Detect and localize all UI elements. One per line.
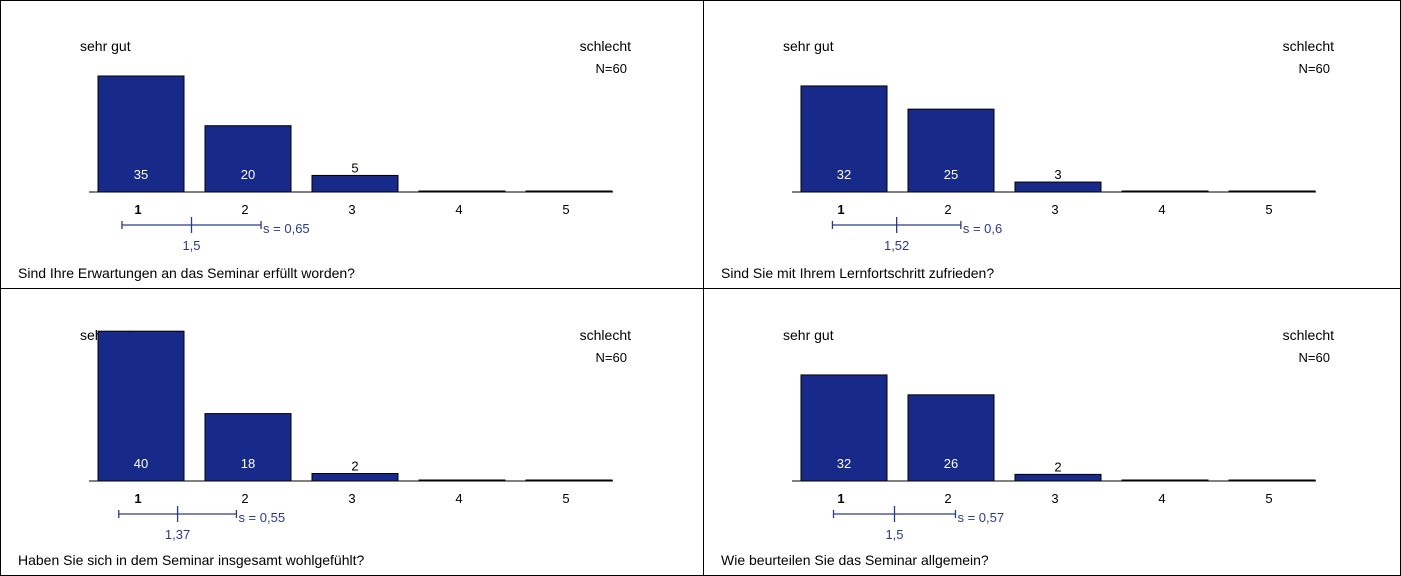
n-label-4: N=60: [1299, 350, 1330, 365]
bar-value-label-4-2: 26: [944, 456, 958, 471]
question-title-4: Wie beurteilen Sie das Seminar allgemein…: [721, 552, 989, 568]
bar-4-2: [907, 394, 995, 482]
bar-2-4: [1121, 190, 1209, 193]
label-right-4: schlecht: [1283, 327, 1334, 343]
x-tick-label-3-4: 4: [455, 491, 462, 506]
bar-value-label-1-2: 20: [241, 167, 255, 182]
bar-1-5: [525, 190, 613, 193]
x-tick-label-1-2: 2: [241, 202, 248, 217]
x-tick-label-4-1: 1: [837, 491, 844, 506]
bar-value-label-2-2: 25: [944, 167, 958, 182]
bar-value-label-3-2: 18: [241, 456, 255, 471]
chart-panel-2: sehr gut schlecht N=60 32 1 25 2 3 3 4 5 s = 0,6 1,5…: [704, 1, 1400, 289]
sd-label-2: s = 0,6: [963, 221, 1002, 236]
x-tick-label-2-2: 2: [944, 202, 951, 217]
label-left-2: sehr gut: [783, 38, 834, 54]
label-left-1: sehr gut: [80, 38, 131, 54]
mean-label-1: 1,5: [182, 238, 200, 253]
x-tick-label-1-4: 4: [455, 202, 462, 217]
x-tick-label-3-2: 2: [241, 491, 248, 506]
chart-svg-4: sehr gut schlecht N=60 32 1 26 2 2 3 4 5 s = 0,57 1,…: [721, 327, 1334, 568]
x-tick-label-2-5: 5: [1265, 202, 1272, 217]
bar-value-label-3-3: 2: [351, 459, 358, 474]
bar-4-5: [1228, 479, 1316, 482]
label-right-1: schlecht: [580, 38, 631, 54]
bar-1-1: [97, 75, 185, 193]
chart-svg-2: sehr gut schlecht N=60 32 1 25 2 3 3 4 5 s = 0,6 1,5…: [721, 38, 1334, 281]
bar-2-3: [1014, 181, 1102, 193]
bar-value-label-2-3: 3: [1054, 167, 1061, 182]
question-title-2: Sind Sie mit Ihrem Lernfortschritt zufri…: [721, 265, 994, 281]
bar-4-1: [800, 374, 888, 482]
bar-3-3: [311, 473, 399, 482]
n-label-3: N=60: [596, 350, 627, 365]
x-tick-label-3-1: 1: [134, 491, 141, 506]
label-right-2: schlecht: [1283, 38, 1334, 54]
bar-4-3: [1014, 473, 1102, 482]
bar-2-2: [907, 108, 995, 193]
bar-1-4: [418, 190, 506, 193]
label-right-3: schlecht: [580, 327, 631, 343]
x-tick-label-1-3: 3: [348, 202, 355, 217]
x-tick-label-3-5: 5: [562, 491, 569, 506]
n-label-2: N=60: [1299, 61, 1330, 76]
mean-label-2: 1,52: [884, 238, 909, 253]
x-tick-label-4-3: 3: [1051, 491, 1058, 506]
mean-label-3: 1,37: [165, 527, 190, 542]
x-tick-label-4-5: 5: [1265, 491, 1272, 506]
bar-1-2: [204, 125, 292, 193]
bar-3-5: [525, 479, 613, 482]
chart-panel-4: sehr gut schlecht N=60 32 1 26 2 2 3 4 5 s = 0,57 1,…: [704, 289, 1400, 575]
x-tick-label-2-4: 4: [1158, 202, 1165, 217]
mean-label-4: 1,5: [885, 527, 903, 542]
bar-value-label-4-3: 2: [1054, 459, 1061, 474]
bar-3-1: [97, 330, 185, 482]
n-label-1: N=60: [596, 61, 627, 76]
chart-panel-1: sehr gut schlecht N=60 35 1 20 2 5 3 4 5 s = 0,65 1,…: [1, 1, 704, 289]
question-title-1: Sind Ihre Erwartungen an das Seminar erf…: [18, 265, 355, 281]
x-tick-label-1-1: 1: [134, 202, 141, 217]
bar-value-label-3-1: 40: [134, 456, 148, 471]
sd-label-3: s = 0,55: [238, 510, 285, 525]
x-tick-label-4-2: 2: [944, 491, 951, 506]
sd-label-4: s = 0,57: [957, 510, 1004, 525]
bar-value-label-4-1: 32: [837, 456, 851, 471]
x-tick-label-3-3: 3: [348, 491, 355, 506]
bar-3-2: [204, 413, 292, 482]
label-left-4: sehr gut: [783, 327, 834, 343]
bar-2-1: [800, 85, 888, 193]
x-tick-label-1-5: 5: [562, 202, 569, 217]
x-tick-label-2-1: 1: [837, 202, 844, 217]
x-tick-label-2-3: 3: [1051, 202, 1058, 217]
question-title-3: Haben Sie sich in dem Seminar insgesamt …: [18, 552, 365, 568]
bar-value-label-2-1: 32: [837, 167, 851, 182]
x-tick-label-4-4: 4: [1158, 491, 1165, 506]
bar-2-5: [1228, 190, 1316, 193]
bar-value-label-1-1: 35: [134, 167, 148, 182]
bar-3-4: [418, 479, 506, 482]
bar-4-4: [1121, 479, 1209, 482]
sd-label-1: s = 0,65: [263, 221, 310, 236]
bar-value-label-1-3: 5: [351, 160, 358, 175]
bar-1-3: [311, 174, 399, 193]
chart-svg-1: sehr gut schlecht N=60 35 1 20 2 5 3 4 5 s = 0,65 1,…: [18, 38, 631, 281]
